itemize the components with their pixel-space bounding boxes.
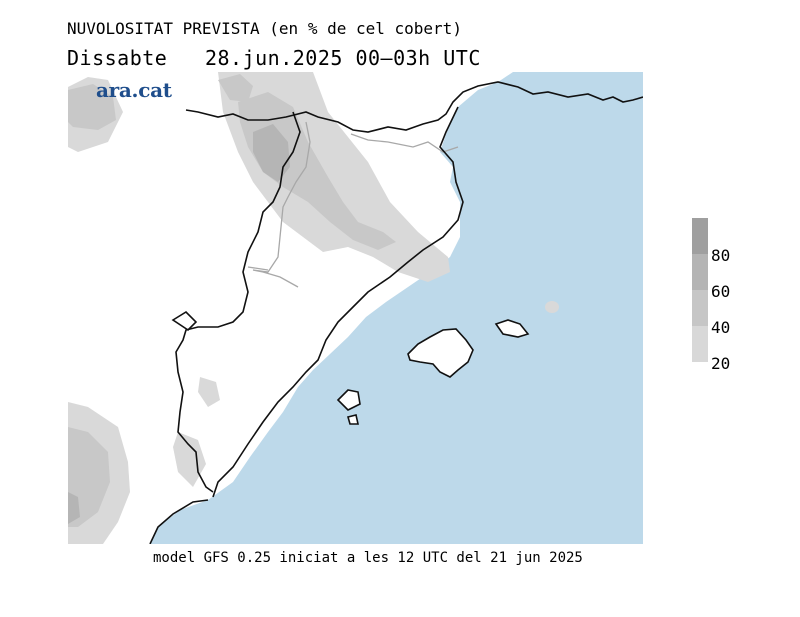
cloud-area-dark <box>253 124 290 182</box>
border-line <box>175 111 301 493</box>
internal-borders <box>247 266 269 271</box>
forecast-date-line: Dissabte 28.jun.2025 00–03h UTC <box>67 46 481 70</box>
cloud-area-dark <box>68 492 80 524</box>
internal-borders <box>252 121 311 288</box>
color-legend <box>692 218 708 362</box>
internal-borders <box>350 133 459 153</box>
cloud-area-light <box>173 432 206 487</box>
coastline <box>171 310 198 332</box>
island-menorca <box>494 319 530 338</box>
legend-label-80: 80 <box>711 246 731 265</box>
island-formentera <box>347 414 359 425</box>
legend-label-60: 60 <box>711 282 731 301</box>
sea-area <box>150 72 643 544</box>
cloud-area-light <box>545 301 559 313</box>
legend-band-60 <box>692 254 708 290</box>
model-info-footer: model GFS 0.25 iniciat a les 12 UTC del … <box>153 550 583 566</box>
ara-cat-logo[interactable]: ara.cat <box>96 78 172 102</box>
cloud-area-medium <box>68 84 116 130</box>
legend-label-20: 20 <box>711 354 731 373</box>
legend-label-40: 40 <box>711 318 731 337</box>
coastline <box>212 106 464 498</box>
border-line <box>185 81 643 133</box>
island-eivissa <box>336 389 361 411</box>
forecast-day: Dissabte <box>67 46 168 70</box>
cloud-area-light <box>198 377 220 407</box>
chart-title: NUVOLOSITAT PREVISTA (en % de cel cobert… <box>67 19 462 38</box>
coastline <box>149 499 209 544</box>
forecast-map <box>68 72 643 544</box>
island-mallorca <box>407 328 474 378</box>
legend-band-20 <box>692 326 708 362</box>
forecast-time-range: 00–03h UTC <box>355 46 481 70</box>
legend-band-80 <box>692 218 708 254</box>
cloud-area-medium <box>218 74 253 102</box>
legend-band-40 <box>692 290 708 326</box>
forecast-date: 28.jun.2025 <box>204 46 343 70</box>
